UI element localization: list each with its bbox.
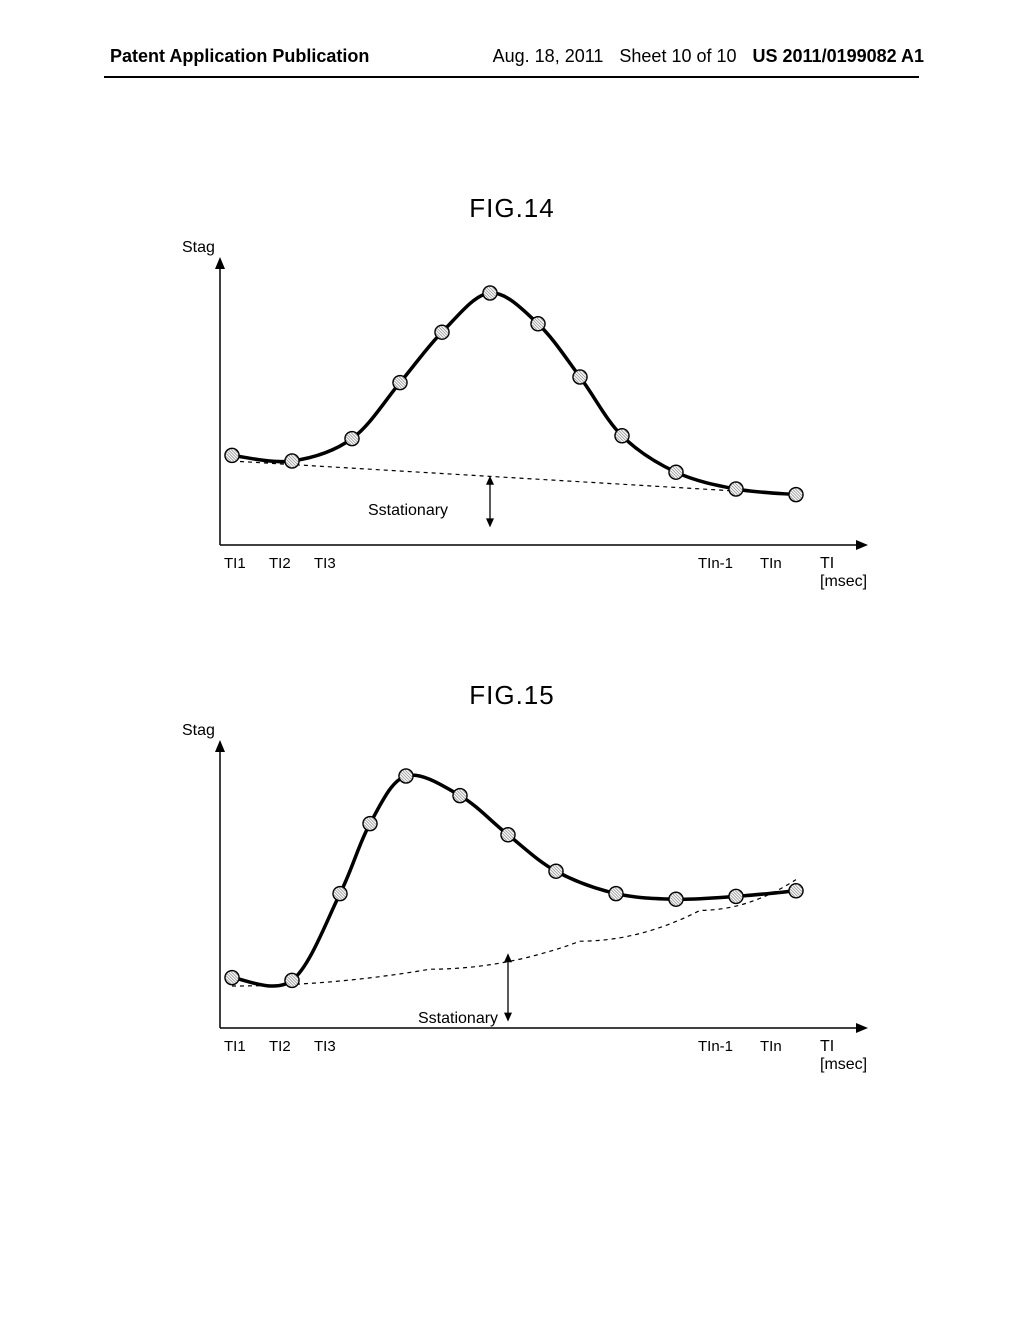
fig14-xtick-1: TI1 — [224, 555, 246, 572]
fig14-xtick-nm1: TIn-1 — [698, 555, 733, 572]
header-meta: Aug. 18, 2011 Sheet 10 of 10 US 2011/019… — [493, 46, 924, 67]
fig14-xtick-3: TI3 — [314, 555, 336, 572]
fig15-svg — [180, 728, 880, 1058]
fig14-svg — [180, 245, 880, 575]
header-pub-type: Patent Application Publication — [110, 46, 369, 67]
header-pubno: US 2011/0199082 A1 — [753, 46, 924, 67]
fig15-xtick-1: TI1 — [224, 1038, 246, 1055]
fig14-title: FIG.14 — [0, 193, 1024, 224]
fig15-stationary-label: Sstationary — [418, 1010, 498, 1028]
fig14-xlabel: TI [msec] — [820, 555, 880, 591]
fig15-ylabel: Stag — [182, 722, 215, 740]
page-header: Patent Application Publication Aug. 18, … — [0, 46, 1024, 67]
fig14-ylabel: Stag — [182, 239, 215, 257]
fig14-stationary-label: Sstationary — [368, 502, 448, 520]
fig15-chart: Stag TI1 TI2 TI3 TIn-1 TIn TI [msec] Sst… — [180, 728, 880, 1058]
fig15-xtick-nm1: TIn-1 — [698, 1038, 733, 1055]
header-divider — [104, 76, 919, 78]
fig15-xtick-3: TI3 — [314, 1038, 336, 1055]
header-date: Aug. 18, 2011 — [493, 46, 604, 67]
fig15-xtick-2: TI2 — [269, 1038, 291, 1055]
fig15-title: FIG.15 — [0, 680, 1024, 711]
fig14-xtick-2: TI2 — [269, 555, 291, 572]
header-sheet: Sheet 10 of 10 — [619, 46, 736, 67]
fig14-xtick-n: TIn — [760, 555, 782, 572]
fig15-xlabel: TI [msec] — [820, 1038, 880, 1074]
fig14-chart: Stag TI1 TI2 TI3 TIn-1 TIn TI [msec] Sst… — [180, 245, 880, 575]
fig15-xtick-n: TIn — [760, 1038, 782, 1055]
